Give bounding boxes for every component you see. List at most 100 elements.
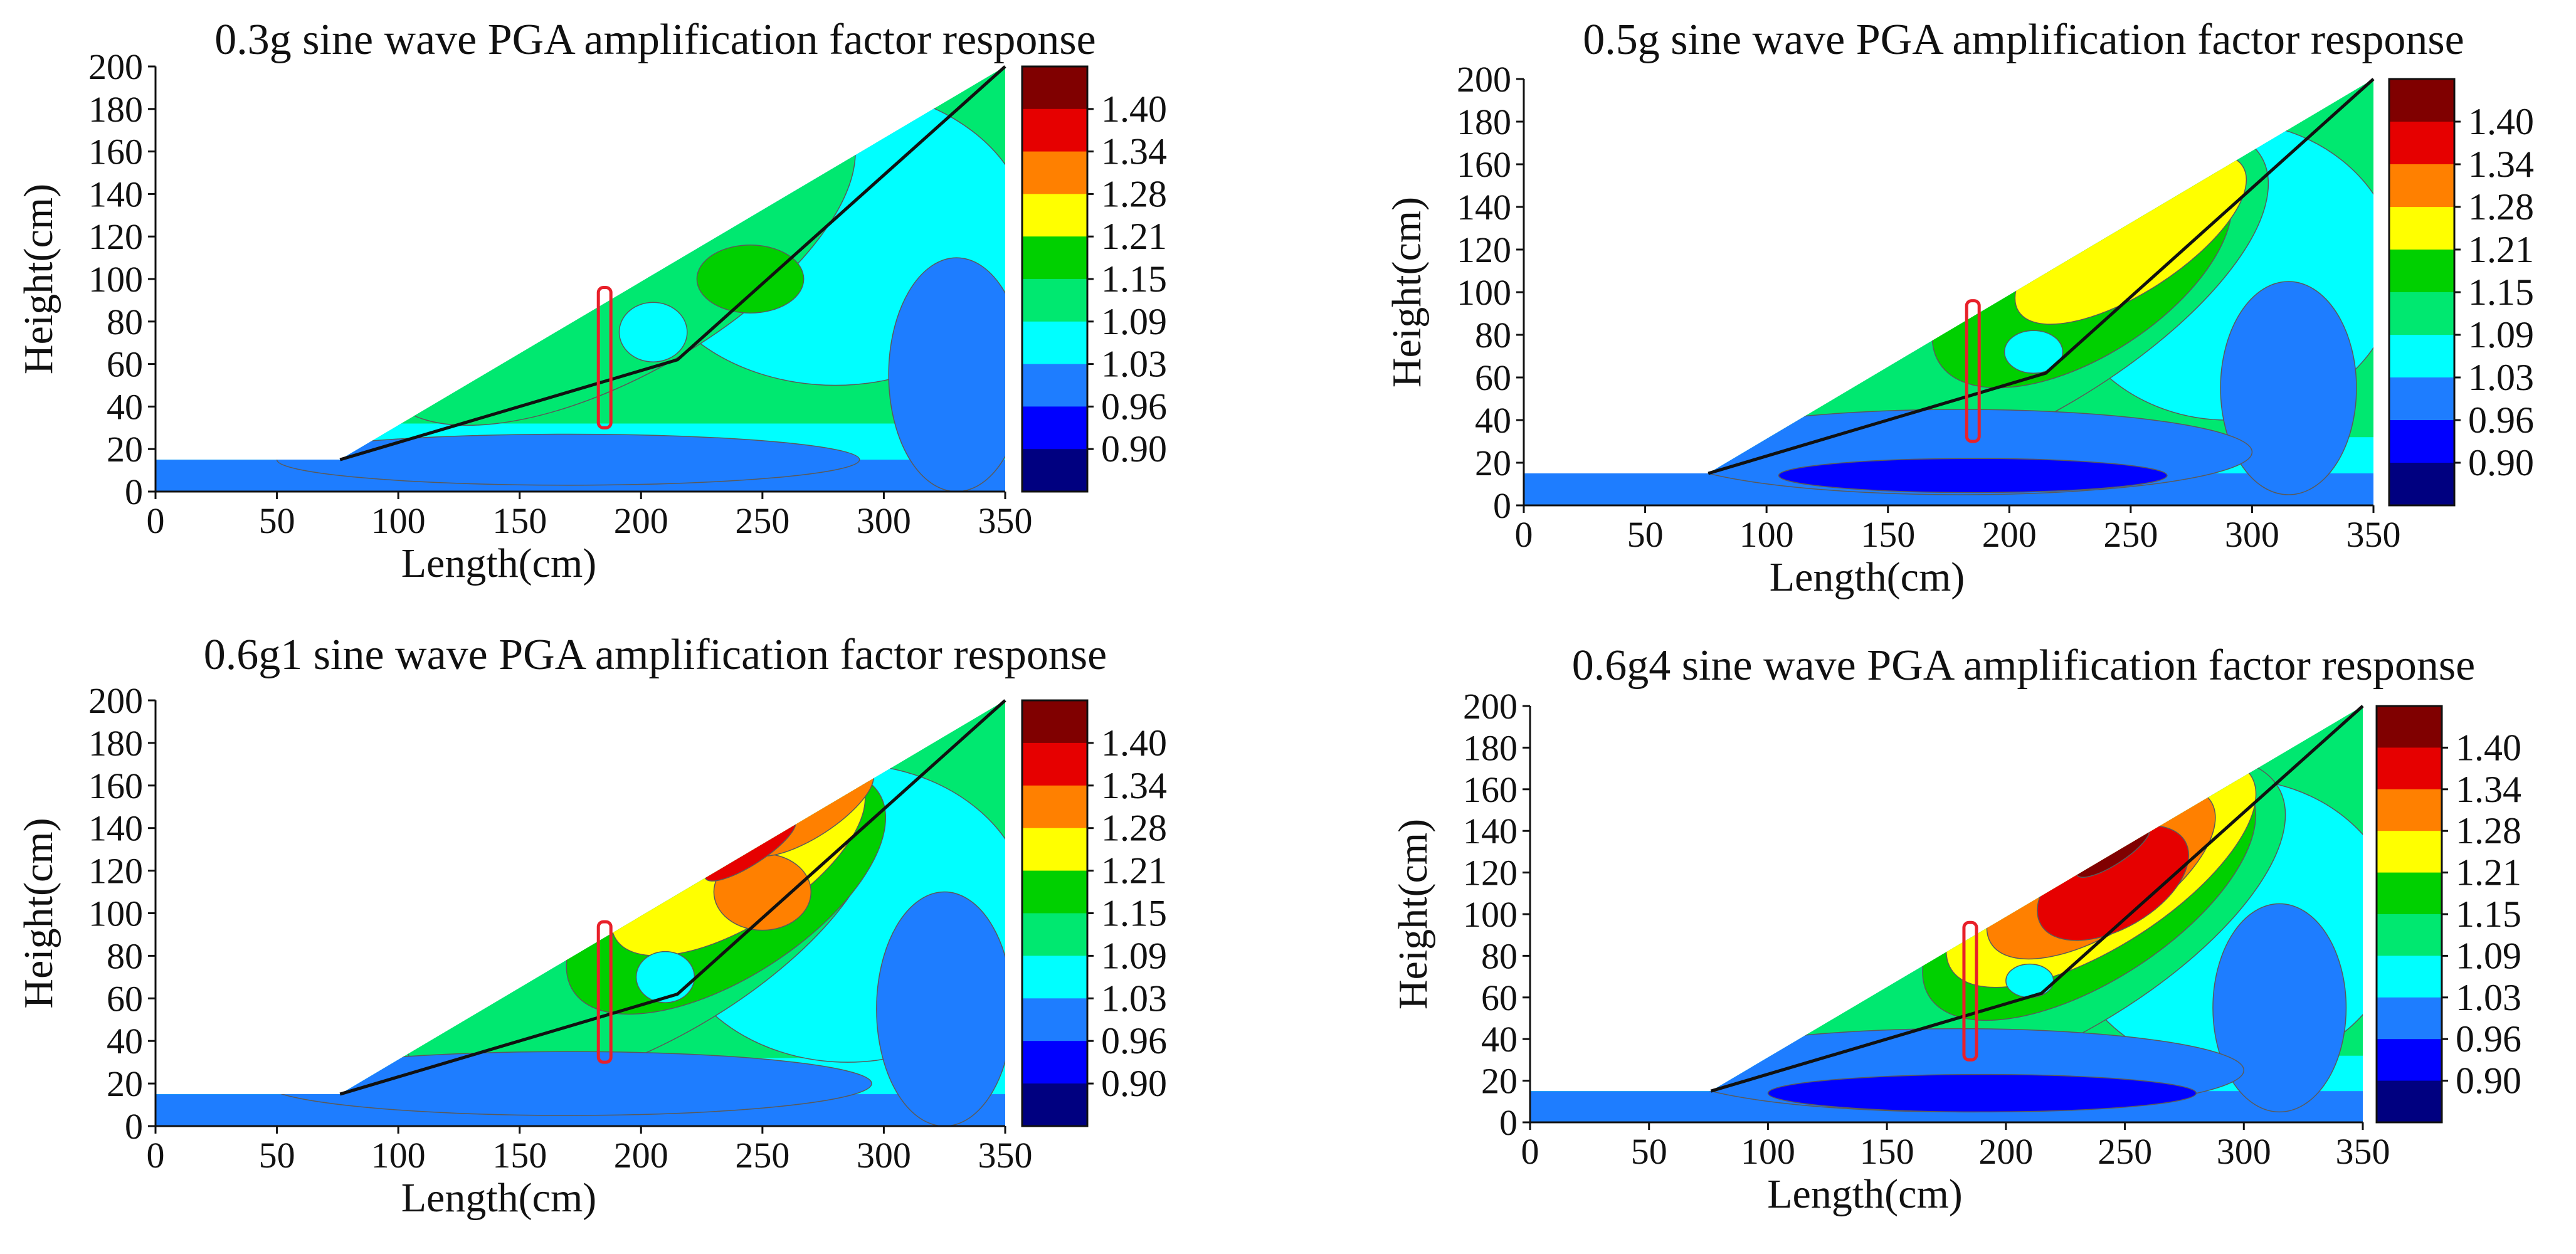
colorbar-swatch <box>2389 122 2454 165</box>
chart-title: 0.5g sine wave PGA amplification factor … <box>1583 16 2464 64</box>
colorbar-swatch <box>2389 207 2454 250</box>
y-tick-label: 180 <box>88 723 143 764</box>
colorbar-label: 1.40 <box>1101 722 1167 764</box>
colorbar-swatch <box>2389 79 2454 122</box>
colorbar-label: 1.21 <box>1101 850 1167 892</box>
colorbar-swatch <box>2377 831 2442 873</box>
y-tick-label: 200 <box>88 680 143 721</box>
colorbar-label: 1.34 <box>2468 144 2534 185</box>
colorbar-label: 0.96 <box>2456 1018 2521 1060</box>
x-axis-label: Length(cm) <box>1770 554 1965 600</box>
y-tick-label: 140 <box>1457 187 1511 228</box>
y-axis-label: Height(cm) <box>16 818 61 1008</box>
x-tick-label: 200 <box>614 1135 668 1176</box>
y-tick-label: 100 <box>1463 894 1518 935</box>
colorbar-label: 1.34 <box>2456 769 2521 810</box>
colorbar-swatch <box>1022 1083 1087 1127</box>
y-tick-label: 120 <box>88 851 143 892</box>
colorbar-swatch <box>1022 151 1087 194</box>
x-tick-label: 300 <box>857 1135 911 1176</box>
colorbar-label: 1.28 <box>1101 808 1167 849</box>
x-tick-label: 0 <box>1521 1131 1539 1172</box>
monitor-column <box>1962 920 1978 1062</box>
slip-surface-line <box>339 65 1006 461</box>
colorbar-label: 1.15 <box>1101 893 1167 934</box>
colorbar-swatch <box>2389 377 2454 421</box>
y-tick-label: 20 <box>107 429 143 470</box>
chart-title: 0.6g1 sine wave PGA amplification factor… <box>204 631 1107 679</box>
x-tick-label: 350 <box>2336 1131 2390 1172</box>
colorbar-swatch <box>1022 956 1087 999</box>
contour-region-9 <box>1778 458 2168 493</box>
monitor-column <box>596 920 613 1064</box>
colorbar-swatch <box>2377 997 2442 1040</box>
y-tick-label: 80 <box>107 935 143 976</box>
y-tick-label: 160 <box>88 766 143 806</box>
colorbar-swatch <box>2377 956 2442 998</box>
colorbar-label: 0.96 <box>1101 386 1167 427</box>
chart-title: 0.6g4 sine wave PGA amplification factor… <box>1572 641 2475 690</box>
contour-region-7 <box>2220 281 2357 495</box>
colorbar-label: 1.34 <box>1101 765 1167 806</box>
colorbar-swatch <box>2377 1080 2442 1123</box>
y-tick-label: 20 <box>1475 443 1511 483</box>
y-tick-label: 160 <box>1463 769 1518 810</box>
colorbar-label: 1.09 <box>1101 935 1167 976</box>
colorbar-label: 0.90 <box>2456 1060 2521 1102</box>
y-tick-label: 100 <box>88 259 143 300</box>
colorbar-swatch <box>2377 706 2442 748</box>
slip-surface-line <box>1710 705 2364 1093</box>
colorbar-swatch <box>2389 463 2454 506</box>
y-tick-label: 200 <box>1463 686 1518 727</box>
y-axis-label: Height(cm) <box>1390 819 1436 1009</box>
contour-region-11 <box>1767 1073 2197 1113</box>
x-tick-label: 100 <box>1741 1131 1795 1172</box>
colorbar-swatch <box>2377 914 2442 956</box>
colorbar-label: 1.03 <box>1101 344 1167 385</box>
colorbar-label: 0.90 <box>2468 442 2534 483</box>
y-tick-label: 80 <box>107 302 143 342</box>
x-tick-label: 200 <box>1978 1131 2033 1172</box>
colorbar-label: 1.34 <box>1101 131 1167 172</box>
x-tick-label: 300 <box>857 500 911 541</box>
colorbar-label: 1.40 <box>2456 727 2521 768</box>
colorbar-label: 1.28 <box>2468 186 2534 228</box>
y-tick-label: 180 <box>88 89 143 130</box>
contour-region-4 <box>618 302 688 362</box>
colorbar-swatch <box>2377 1039 2442 1082</box>
y-tick-label: 140 <box>88 174 143 214</box>
x-tick-label: 0 <box>147 1135 165 1176</box>
x-tick-label: 150 <box>1860 1131 1914 1172</box>
colorbar-label: 1.03 <box>2456 977 2521 1018</box>
colorbar-label: 1.15 <box>1101 258 1167 300</box>
colorbar-swatch <box>2377 747 2442 790</box>
y-tick-label: 140 <box>1463 811 1518 851</box>
x-tick-label: 300 <box>2225 514 2279 555</box>
y-tick-label: 60 <box>107 978 143 1019</box>
colorbar-label: 1.21 <box>1101 216 1167 257</box>
x-tick-label: 100 <box>371 1135 426 1176</box>
colorbar-label: 0.96 <box>2468 399 2534 441</box>
contour-region-6 <box>276 433 860 486</box>
colorbar-label: 1.40 <box>1101 88 1167 130</box>
colorbar-label: 1.09 <box>2456 935 2521 976</box>
colorbar-swatch <box>1022 66 1087 110</box>
colorbar-swatch <box>1022 742 1087 786</box>
y-tick-label: 80 <box>1481 935 1518 976</box>
y-tick-label: 60 <box>1481 977 1518 1018</box>
colorbar-swatch <box>2389 164 2454 208</box>
colorbar-label: 1.15 <box>2468 271 2534 313</box>
x-tick-label: 250 <box>2098 1131 2152 1172</box>
x-tick-label: 50 <box>1627 514 1664 555</box>
colorbar-swatch <box>1022 913 1087 956</box>
y-tick-label: 100 <box>1457 272 1511 313</box>
x-axis-label: Length(cm) <box>401 1175 597 1221</box>
slip-surface-line <box>339 699 1006 1096</box>
colorbar-label: 1.21 <box>2468 229 2534 270</box>
contour-region-9 <box>876 891 1005 1126</box>
x-tick-label: 50 <box>259 1135 295 1176</box>
colorbar-label: 1.28 <box>1101 173 1167 214</box>
